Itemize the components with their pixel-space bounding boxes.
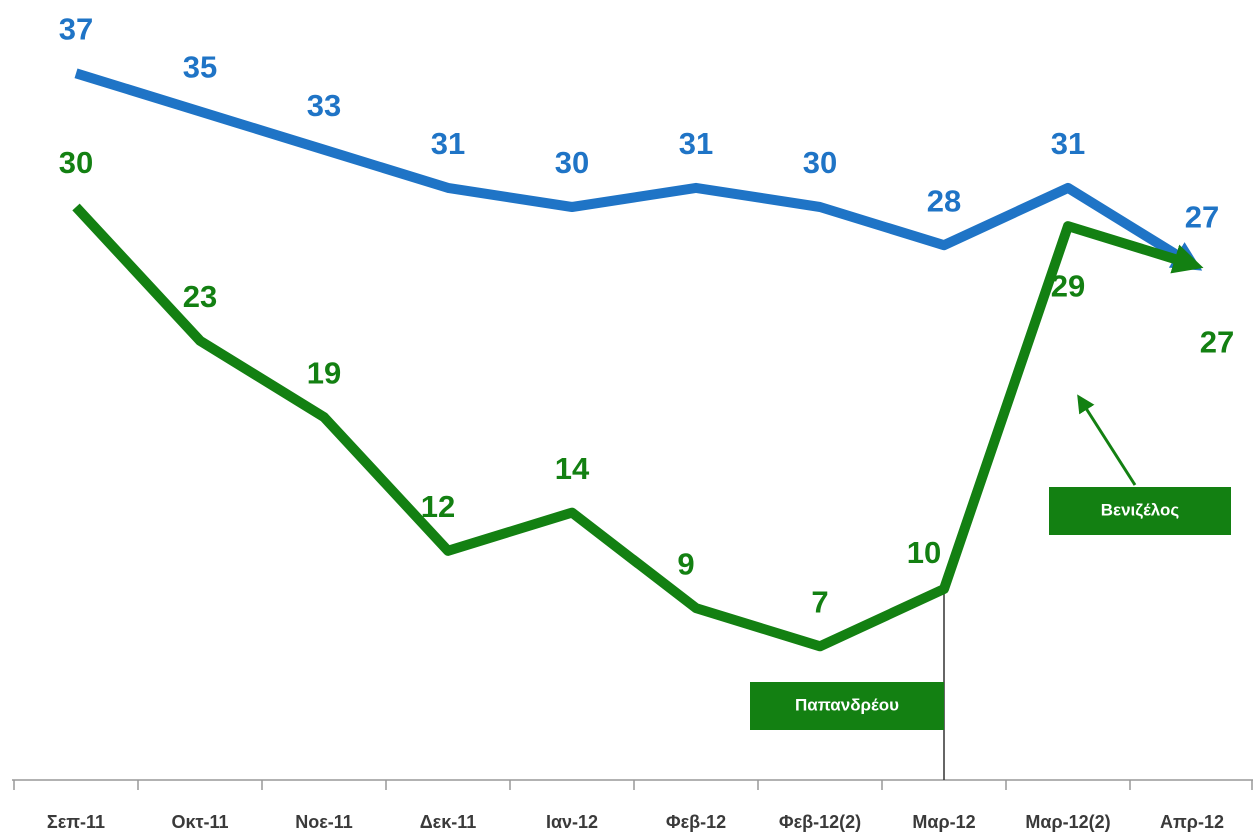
x-tick-label: Οκτ-11: [171, 812, 228, 832]
data-label: 31: [431, 126, 465, 161]
x-tick-label: Φεβ-12(2): [779, 812, 861, 832]
annotation-text: Παπανδρέου: [795, 695, 899, 714]
data-label: 30: [803, 145, 837, 180]
data-label: 12: [421, 489, 455, 524]
data-label: 19: [307, 355, 341, 390]
x-tick-label: Σεπ-11: [47, 812, 105, 832]
x-tick-label: Ιαν-12: [546, 812, 598, 832]
data-label: 29: [1051, 268, 1085, 303]
x-tick-label: Απρ-12: [1160, 812, 1224, 832]
data-label: 27: [1185, 199, 1219, 234]
annotation-box: [750, 682, 944, 730]
data-label: 33: [307, 88, 341, 123]
data-label: 27: [1200, 324, 1234, 359]
x-tick-label: Δεκ-11: [420, 812, 477, 832]
data-label: 37: [59, 11, 93, 46]
data-label: 30: [555, 145, 589, 180]
data-label: 28: [927, 183, 961, 218]
series-line: [74, 68, 1203, 271]
data-label: 9: [677, 546, 694, 581]
x-tick-label: Μαρ-12: [912, 812, 975, 832]
data-label: 7: [811, 584, 828, 619]
annotation-arrow: [1077, 394, 1137, 486]
data-label: 23: [183, 279, 217, 314]
annotation-text: Βενιζέλος: [1101, 500, 1180, 519]
data-label: 31: [679, 126, 713, 161]
series-line: [72, 203, 1204, 652]
data-label: 14: [555, 451, 590, 486]
x-tick-label: Μαρ-12(2): [1025, 812, 1110, 832]
annotation-box: [1049, 487, 1231, 535]
data-label: 35: [183, 50, 217, 85]
data-label: 31: [1051, 126, 1085, 161]
x-tick-label: Φεβ-12: [666, 812, 726, 832]
data-label: 10: [907, 535, 941, 570]
data-label: 30: [59, 145, 93, 180]
x-tick-label: Νοε-11: [295, 812, 353, 832]
